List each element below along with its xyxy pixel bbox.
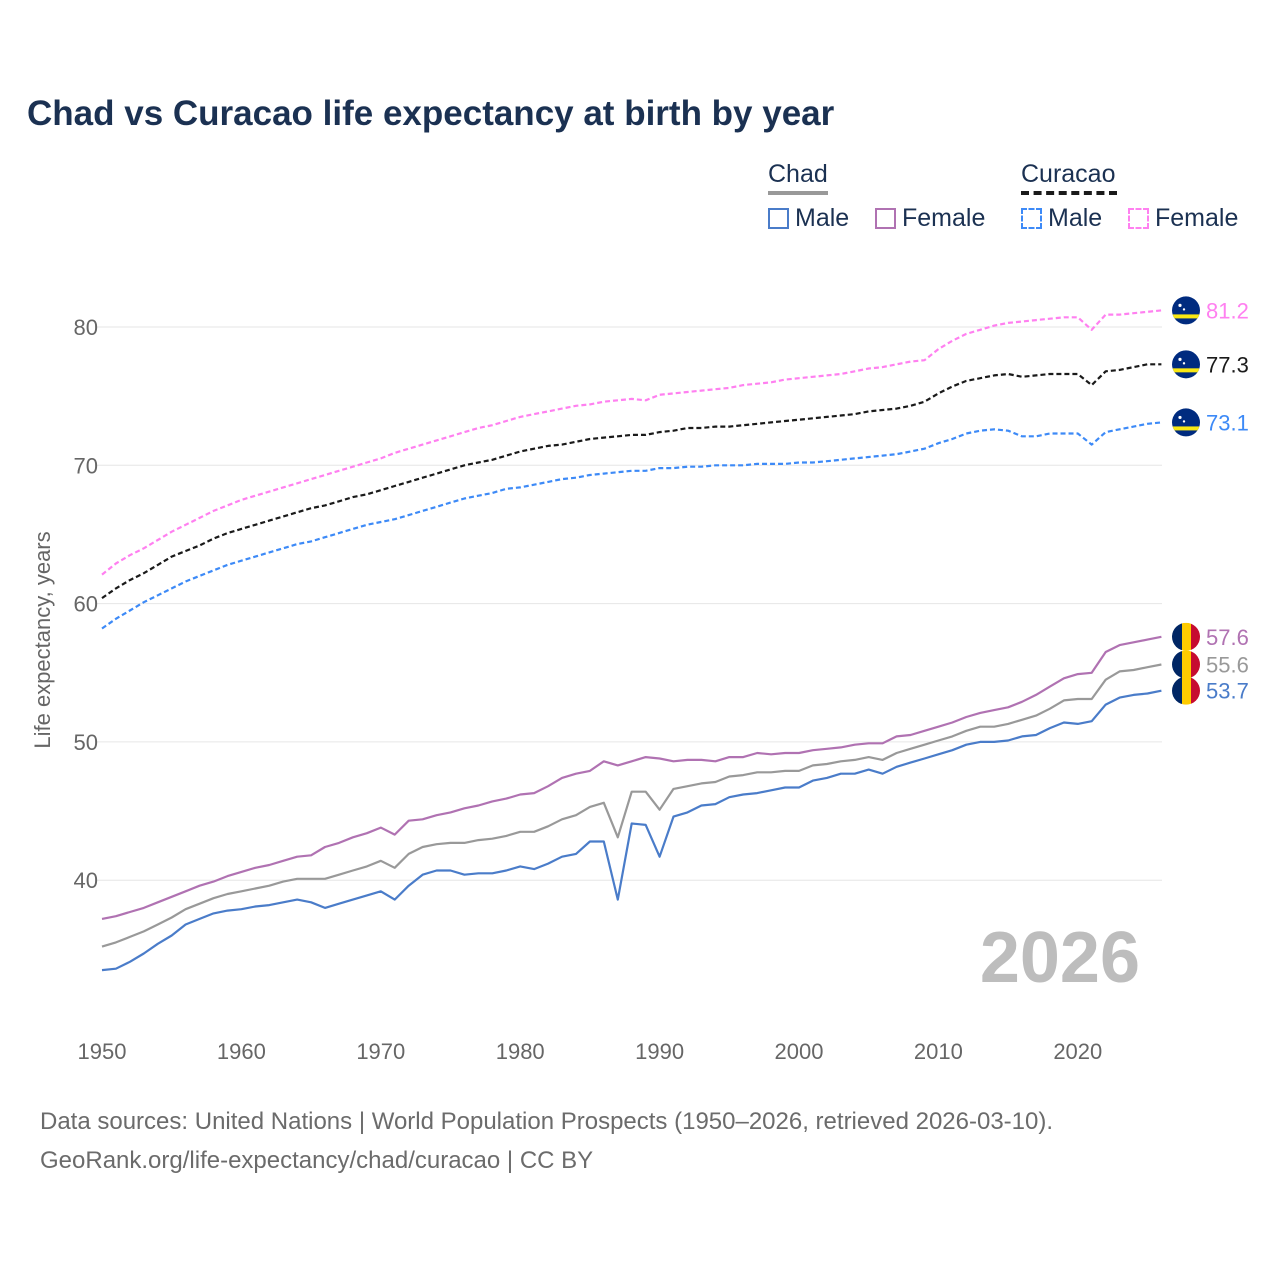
legend-label: Female	[902, 204, 986, 232]
end-value-label: 73.1	[1206, 410, 1249, 435]
legend-label: Female	[1155, 204, 1239, 232]
series-line-curacao-female	[101, 309, 1162, 576]
curacao-flag-icon	[1172, 350, 1200, 379]
legend-item-curacao-male[interactable]: Male	[1021, 204, 1102, 233]
y-tick-label: 40	[74, 868, 98, 893]
legend-group-label: Curacao	[1021, 160, 1116, 188]
x-tick-label: 1990	[635, 1039, 684, 1064]
x-tick-label: 2020	[1053, 1039, 1102, 1064]
y-tick-label: 70	[74, 453, 98, 478]
x-tick-label: 1950	[78, 1039, 127, 1064]
end-value-label: 55.6	[1206, 652, 1249, 677]
y-tick-label: 50	[74, 730, 98, 755]
chad-flag-icon	[1172, 650, 1200, 679]
chart-title: Chad vs Curacao life expectancy at birth…	[27, 94, 835, 133]
legend-item-chad-male[interactable]: Male	[768, 204, 849, 233]
legend-solid-line-swatch	[768, 191, 828, 195]
end-value-label: 53.7	[1206, 679, 1249, 704]
x-tick-label: 1960	[217, 1039, 266, 1064]
legend-swatch	[1021, 208, 1042, 229]
y-tick-label: 80	[74, 315, 98, 340]
footer-link[interactable]: GeoRank.org/life-expectancy/chad/curacao…	[40, 1147, 594, 1174]
end-value-label: 57.6	[1206, 625, 1249, 650]
legend-swatch	[768, 208, 789, 229]
series-line-chad-male	[101, 689, 1162, 972]
x-tick-label: 1980	[496, 1039, 545, 1064]
legend-swatch	[875, 208, 896, 229]
x-tick-label: 2000	[775, 1039, 824, 1064]
series-line-chad	[101, 663, 1162, 948]
curacao-flag-icon	[1172, 408, 1200, 437]
series-line-curacao-male	[101, 421, 1162, 630]
year-watermark: 2026	[980, 918, 1140, 998]
y-axis-label: Life expectancy, years	[30, 531, 55, 748]
legend-group-chad: Chad	[768, 160, 828, 195]
series-line-curacao	[101, 363, 1162, 600]
legend-group-curacao: Curacao	[1021, 160, 1117, 195]
legend-item-chad-female[interactable]: Female	[875, 204, 985, 233]
footer-sources: Data sources: United Nations | World Pop…	[40, 1108, 1054, 1135]
legend-dashed-line-swatch	[1021, 191, 1117, 195]
legend-label: Male	[1048, 204, 1103, 232]
curacao-flag-icon	[1172, 296, 1200, 325]
end-value-label: 77.3	[1206, 352, 1249, 377]
legend-group-label: Chad	[768, 160, 828, 188]
legend-item-curacao-female[interactable]: Female	[1128, 204, 1238, 233]
y-tick-label: 60	[74, 592, 98, 617]
x-tick-label: 2010	[914, 1039, 963, 1064]
legend-label: Male	[795, 204, 850, 232]
chad-flag-icon	[1172, 676, 1200, 705]
legend-swatch	[1128, 208, 1149, 229]
x-tick-label: 1970	[356, 1039, 405, 1064]
end-value-label: 81.2	[1206, 298, 1249, 323]
series-line-chad-female	[101, 635, 1162, 920]
chad-flag-icon	[1172, 622, 1200, 651]
